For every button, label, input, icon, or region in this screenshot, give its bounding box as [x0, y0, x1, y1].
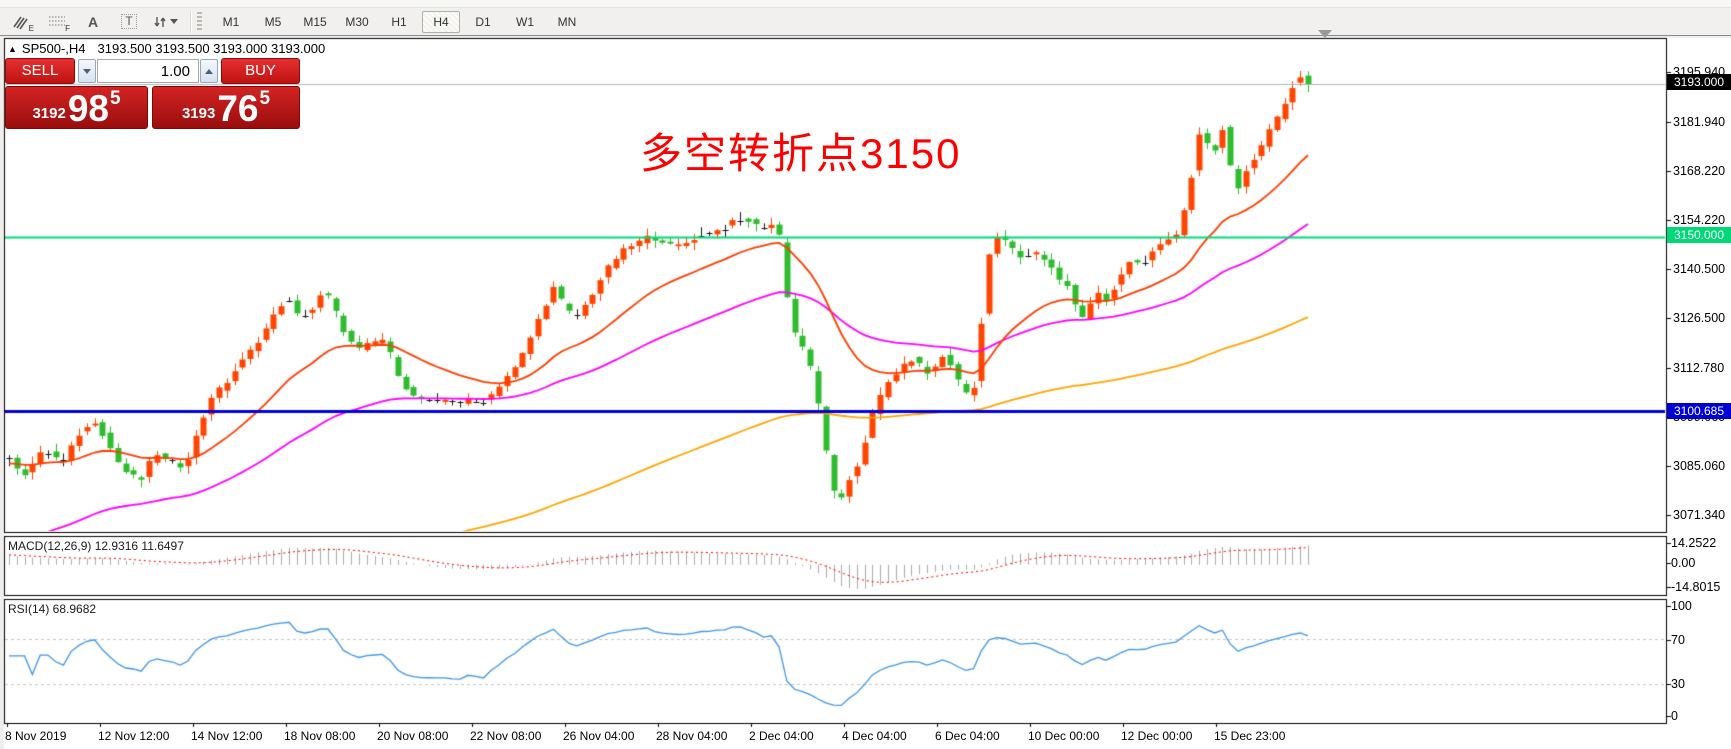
- ask-price-sup: 5: [259, 88, 271, 109]
- macd-tick-label: 0.00: [1671, 556, 1696, 570]
- volume-increase-button[interactable]: [200, 59, 218, 83]
- level-3100-badge: 3100.685: [1667, 403, 1731, 419]
- macd-tick-label: -14.8015: [1671, 580, 1721, 594]
- time-axis-label: 8 Nov 2019: [5, 729, 67, 743]
- chart-text-annotation: 多空转折点3150: [640, 130, 962, 177]
- bid-price-box[interactable]: 3192 98 5: [5, 86, 148, 129]
- time-axis-label: 2 Dec 04:00: [749, 729, 814, 743]
- ask-price-big: 76: [217, 88, 259, 129]
- bid-price-big: 98: [67, 88, 109, 129]
- time-axis-label: 10 Dec 00:00: [1028, 729, 1100, 743]
- ask-price-box[interactable]: 3193 76 5: [152, 86, 300, 129]
- time-axis-label: 15 Dec 23:00: [1214, 729, 1286, 743]
- bid-price-main: 3192: [32, 105, 66, 122]
- rsi-tick-label: 0: [1671, 709, 1678, 723]
- price-tick-label: 3085.060: [1673, 459, 1726, 473]
- current-price-badge: 3193.000: [1667, 74, 1731, 90]
- bid-price-sup: 5: [109, 88, 121, 109]
- macd-tick-label: 14.2522: [1671, 536, 1717, 550]
- time-axis-label: 12 Nov 12:00: [98, 729, 170, 743]
- time-axis-label: 6 Dec 04:00: [935, 729, 1000, 743]
- time-axis-label: 26 Nov 04:00: [563, 729, 635, 743]
- chart-title: ▲ SP500-,H4 3193.500 3193.500 3193.000 3…: [8, 41, 325, 56]
- sell-button[interactable]: SELL: [5, 58, 75, 84]
- buy-button[interactable]: BUY: [221, 58, 300, 84]
- price-tick-label: 3181.940: [1673, 115, 1726, 129]
- triangle-up-icon: [205, 68, 213, 74]
- time-axis-label: 4 Dec 04:00: [842, 729, 907, 743]
- time-axis-label: 20 Nov 08:00: [377, 729, 449, 743]
- time-axis-label: 18 Nov 08:00: [284, 729, 356, 743]
- chart-symbol-label: SP500-,H4: [21, 41, 86, 56]
- rsi-indicator-label: RSI(14) 68.9682: [8, 602, 97, 616]
- volume-input[interactable]: [97, 59, 199, 83]
- time-axis-label: 22 Nov 08:00: [470, 729, 542, 743]
- rsi-tick-label: 70: [1671, 633, 1685, 647]
- title-arrow-icon: ▲: [8, 43, 17, 54]
- price-tick-label: 3140.500: [1673, 262, 1726, 276]
- time-axis-label: 12 Dec 00:00: [1121, 729, 1193, 743]
- chart-ohlc-values: 3193.500 3193.500 3193.000 3193.000: [97, 41, 326, 56]
- level-3150-badge: 3150.000: [1667, 227, 1731, 243]
- ask-price-main: 3193: [181, 105, 216, 122]
- time-axis-label: 28 Nov 04:00: [656, 729, 728, 743]
- scroll-shift-marker[interactable]: [1318, 30, 1332, 38]
- price-tick-label: 3071.340: [1673, 508, 1726, 522]
- rsi-tick-label: 30: [1671, 677, 1685, 691]
- price-tick-label: 3168.220: [1673, 164, 1726, 178]
- price-tick-label: 3154.220: [1673, 213, 1726, 227]
- macd-indicator-label: MACD(12,26,9) 12.9316 11.6497: [8, 539, 184, 553]
- triangle-down-icon: [83, 68, 91, 74]
- rsi-tick-label: 100: [1671, 599, 1692, 613]
- volume-decrease-button[interactable]: [78, 59, 96, 83]
- trade-controls-row: SELL BUY: [5, 58, 300, 84]
- price-tick-label: 3112.780: [1673, 361, 1725, 375]
- price-tick-label: 3126.500: [1673, 311, 1726, 325]
- time-axis-label: 14 Nov 12:00: [191, 729, 263, 743]
